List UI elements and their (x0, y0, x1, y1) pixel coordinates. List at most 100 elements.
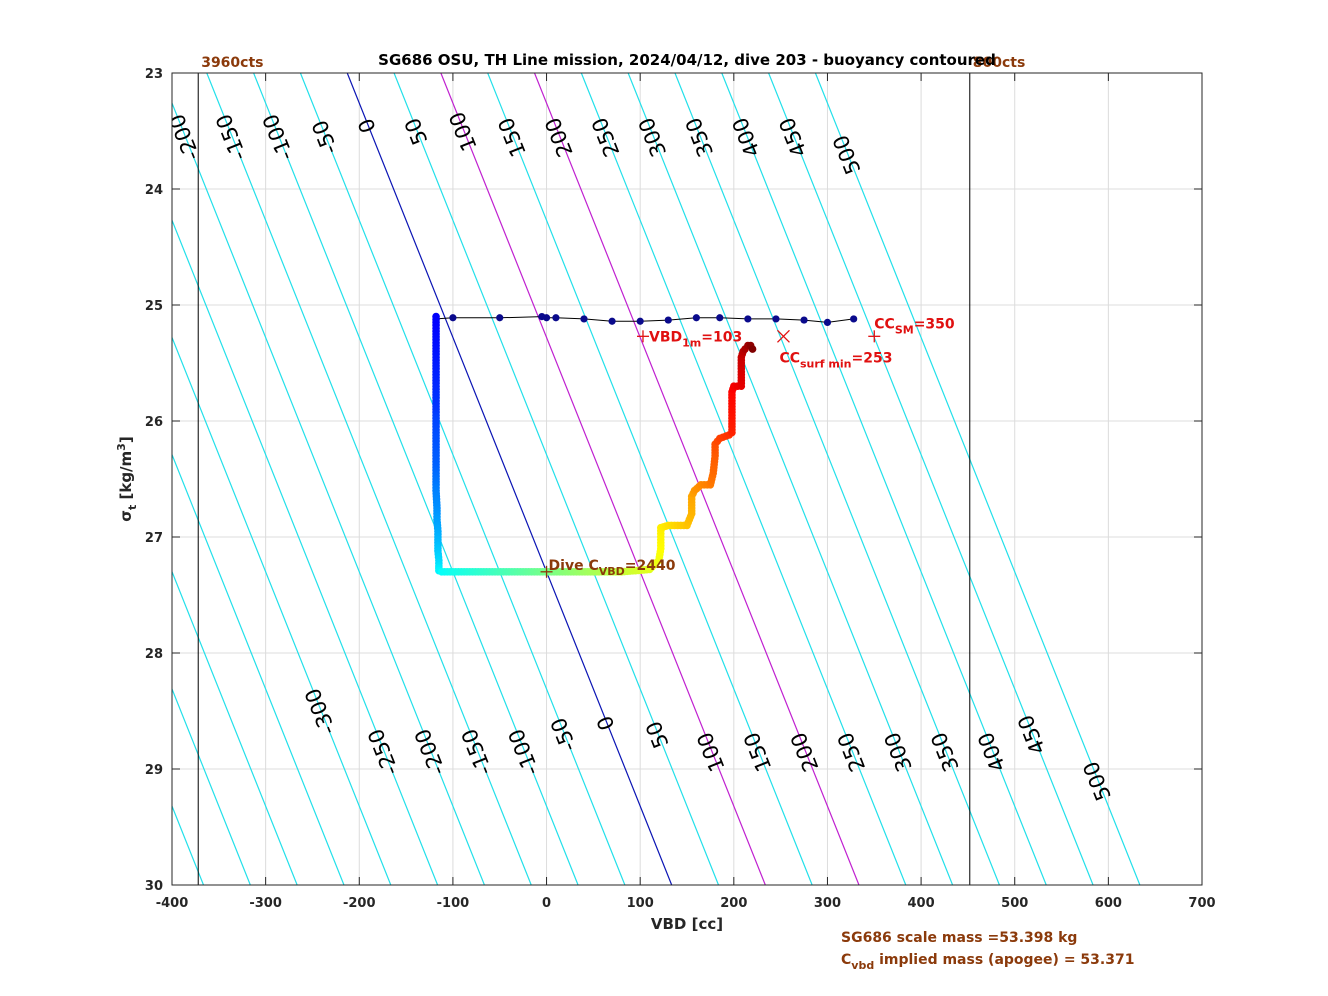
y-tick-label: 30 (145, 879, 163, 894)
marker-label-sub: 1m (682, 336, 701, 349)
marker-label: Dive CVBD=2440 (549, 558, 676, 578)
contour-line (768, 73, 1094, 885)
contour-line (814, 73, 1141, 885)
footer-scale-mass: SG686 scale mass =53.398 kg (841, 930, 1077, 946)
y-tick-label: 25 (145, 299, 163, 314)
climb-trace-point (800, 316, 808, 324)
footer-implied-mass: Cvbd implied mass (apogee) = 53.371 (841, 952, 1134, 972)
dive-traces (432, 312, 858, 576)
marker-label-sub: SM (895, 323, 914, 336)
x-tick-label: -400 (156, 896, 189, 911)
chart-title: SG686 OSU, TH Line mission, 2024/04/12, … (378, 51, 996, 69)
y-axis-label: σt [kg/m3] (115, 436, 139, 521)
x-tick-label: 500 (1001, 896, 1028, 911)
climb-trace-point (716, 314, 724, 322)
marker-label-value: =253 (851, 350, 892, 366)
x-tick-label: -100 (437, 896, 470, 911)
contour-label: -400 (3, 174, 43, 227)
y-tick-label: 26 (145, 415, 163, 430)
climb-trace-point (552, 314, 560, 322)
svg-text:σt [kg/m3]: σt [kg/m3] (115, 436, 139, 521)
marker-label-main: CC (874, 316, 895, 332)
marker-label-value: =350 (914, 316, 955, 332)
plot-background (172, 73, 1202, 885)
climb-trace-point (449, 314, 457, 322)
contour-line (580, 73, 907, 885)
climb-trace-point (850, 315, 858, 323)
contour-line (172, 570, 298, 885)
vbd-limit-lines: 3960cts 800cts (197, 55, 1026, 885)
contour-line (172, 335, 392, 885)
contour-line (172, 453, 345, 885)
y-tick-label: 27 (145, 531, 163, 546)
climb-trace-point (664, 316, 672, 324)
buoyancy-contours (172, 73, 1141, 885)
footer-implied-mass-main: C (841, 952, 851, 968)
contour-line (533, 73, 860, 885)
marker-label-value: =2440 (625, 558, 676, 574)
contour-line (627, 73, 954, 885)
y-axis-label-close: ] (117, 436, 135, 443)
contour-line (172, 218, 439, 885)
dive-trace-point (748, 345, 757, 353)
plot-frame (171, 72, 1203, 886)
x-tick-label: 400 (908, 896, 935, 911)
x-tick-label: 300 (814, 896, 841, 911)
contour-line (172, 687, 251, 885)
vbd-limit-label: 3960cts (201, 55, 263, 71)
x-tick-label: 0 (542, 896, 551, 911)
contour-line (674, 73, 1000, 885)
y-axis-label-sup: 3 (115, 443, 128, 451)
climb-trace-point (744, 315, 752, 323)
marker-label-main: Dive C (549, 558, 599, 574)
contour-line (346, 73, 673, 885)
climb-trace-point (608, 317, 616, 325)
x-tick-label: 100 (627, 896, 654, 911)
contour-line (253, 73, 579, 885)
marker-label-sub: VBD (599, 565, 625, 578)
climb-trace-point (692, 314, 700, 322)
y-tick-label: 29 (145, 763, 163, 778)
marker-label-main: CC (779, 350, 800, 366)
x-tick-label: -300 (249, 896, 282, 911)
contour-line (393, 73, 720, 885)
marker-label: VBD1m=103 (649, 329, 742, 349)
contour-line (487, 73, 813, 885)
marker-label-main: VBD (649, 329, 682, 345)
climb-trace-point (496, 314, 504, 322)
contour-label: -350 (57, 192, 97, 245)
y-axis-label-sigma: σ (117, 510, 135, 522)
climb-trace-point (580, 315, 588, 323)
contour-line (299, 73, 626, 885)
x-tick-label: 600 (1095, 896, 1122, 911)
y-tick-label: 28 (145, 647, 163, 662)
contour-line (721, 73, 1047, 885)
marker-label: CCsurf min=253 (779, 350, 892, 370)
climb-trace-point (823, 318, 832, 326)
footer-implied-mass-value: implied mass (apogee) = 53.371 (874, 952, 1134, 968)
climb-trace-point (636, 317, 644, 325)
y-axis-label-sub: t (126, 505, 139, 510)
contour-label: -250 (118, 111, 158, 164)
x-tick-label: 200 (720, 896, 747, 911)
contour-line (206, 73, 532, 885)
x-axis-label: VBD [cc] (651, 915, 723, 933)
vbd-limit-label: 800cts (973, 55, 1026, 71)
marker-label: CCSM=350 (874, 316, 955, 336)
marker-x (776, 329, 790, 343)
contour-line (440, 73, 766, 885)
climb-trace-point (772, 315, 780, 323)
x-tick-label: 700 (1188, 896, 1215, 911)
contour-line (172, 101, 485, 885)
footer-implied-mass-sub: vbd (851, 959, 874, 972)
marker-label-value: =103 (701, 329, 742, 345)
y-tick-label: 23 (145, 67, 163, 82)
marker-label-sub: surf min (800, 357, 851, 370)
axis-ticks: -400 -300 -200 -100 0 100 200 300 400 500 600 700 23… (145, 67, 1216, 911)
x-tick-label: -200 (343, 896, 376, 911)
y-tick-label: 24 (145, 183, 163, 198)
climb-trace-point (542, 314, 551, 322)
y-axis-label-units: [kg/m (117, 451, 135, 505)
